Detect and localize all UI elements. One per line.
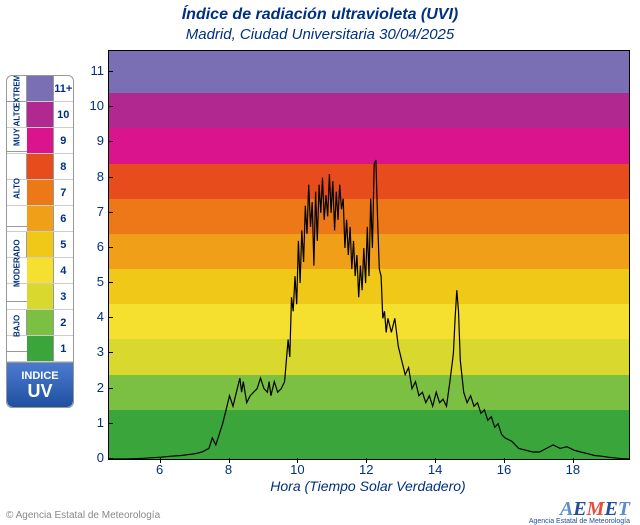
x-tick-label: 10 xyxy=(282,462,312,477)
legend-category-label: MUY ALTO xyxy=(7,101,27,152)
x-tick xyxy=(504,458,505,463)
y-tick xyxy=(108,141,113,142)
x-tick xyxy=(435,458,436,463)
uvi-legend: 11+10987654321 EXTREMOMUY ALTOALTOMODERAD… xyxy=(6,75,74,408)
uvi-data-line xyxy=(109,51,629,459)
y-tick xyxy=(108,388,113,389)
y-tick-label: 5 xyxy=(74,274,104,289)
legend-color-swatch xyxy=(27,310,53,335)
x-tick xyxy=(573,458,574,463)
legend-color-swatch xyxy=(27,206,53,231)
y-tick xyxy=(108,177,113,178)
chart-plot-area xyxy=(108,50,630,460)
y-tick-label: 10 xyxy=(74,98,104,113)
legend-level-number: 3 xyxy=(54,284,73,309)
legend-level-number: 4 xyxy=(54,258,73,283)
x-tick-label: 6 xyxy=(145,462,175,477)
x-tick-label: 14 xyxy=(420,462,450,477)
y-tick xyxy=(108,423,113,424)
y-tick-label: 3 xyxy=(74,344,104,359)
x-tick-label: 18 xyxy=(558,462,588,477)
y-tick xyxy=(108,247,113,248)
y-tick xyxy=(108,71,113,72)
legend-category-label: ALTO xyxy=(7,151,27,227)
legend-level-number: 1 xyxy=(54,336,73,361)
y-tick xyxy=(108,458,113,459)
chart-title: Índice de radiación ultravioleta (UVI) xyxy=(0,6,640,24)
legend-color-swatch xyxy=(27,232,53,257)
x-axis-label: Hora (Tiempo Solar Verdadero) xyxy=(108,478,628,494)
legend-uv-badge: INDICEUV xyxy=(7,362,73,407)
y-tick xyxy=(108,106,113,107)
legend-color-swatch xyxy=(27,154,53,179)
legend-color-swatch xyxy=(27,76,53,101)
uvi-chart-container: Índice de radiación ultravioleta (UVI) M… xyxy=(0,0,640,525)
y-tick-label: 11 xyxy=(74,63,104,78)
legend-color-swatch xyxy=(27,336,53,361)
footer-copyright: © Agencia Estatal de Meteorología xyxy=(6,510,160,521)
legend-color-swatch xyxy=(27,128,53,153)
x-tick xyxy=(160,458,161,463)
legend-color-swatch xyxy=(27,102,53,127)
x-tick xyxy=(297,458,298,463)
y-tick-label: 0 xyxy=(74,450,104,465)
x-tick-label: 12 xyxy=(351,462,381,477)
legend-level-number: 6 xyxy=(54,206,73,231)
y-tick-label: 1 xyxy=(74,415,104,430)
legend-color-swatch xyxy=(27,180,53,205)
y-tick xyxy=(108,282,113,283)
y-tick-label: 6 xyxy=(74,239,104,254)
chart-subtitle: Madrid, Ciudad Universitaria 30/04/2025 xyxy=(0,26,640,43)
legend-category-label: BAJO xyxy=(7,301,27,352)
legend-category-label: EXTREMO xyxy=(7,76,27,102)
y-tick xyxy=(108,317,113,318)
legend-level-number: 2 xyxy=(54,310,73,335)
aemet-logo-subtitle: Agencia Estatal de Meteorología xyxy=(529,518,630,525)
y-tick xyxy=(108,352,113,353)
legend-level-number: 9 xyxy=(54,128,73,153)
y-tick-label: 2 xyxy=(74,380,104,395)
y-tick-label: 4 xyxy=(74,309,104,324)
y-tick-label: 7 xyxy=(74,204,104,219)
x-tick xyxy=(229,458,230,463)
legend-level-number: 8 xyxy=(54,154,73,179)
legend-color-swatch xyxy=(27,284,53,309)
legend-level-number: 5 xyxy=(54,232,73,257)
legend-level-number: 7 xyxy=(54,180,73,205)
legend-uv-bottom: UV xyxy=(27,382,52,400)
y-tick-label: 8 xyxy=(74,169,104,184)
legend-color-swatch xyxy=(27,258,53,283)
legend-level-number: 11+ xyxy=(54,76,73,101)
y-tick xyxy=(108,212,113,213)
x-tick xyxy=(366,458,367,463)
y-tick-label: 9 xyxy=(74,133,104,148)
legend-category-label: MODERADO xyxy=(7,226,27,302)
legend-level-number: 10 xyxy=(54,102,73,127)
x-tick-label: 16 xyxy=(489,462,519,477)
x-tick-label: 8 xyxy=(214,462,244,477)
